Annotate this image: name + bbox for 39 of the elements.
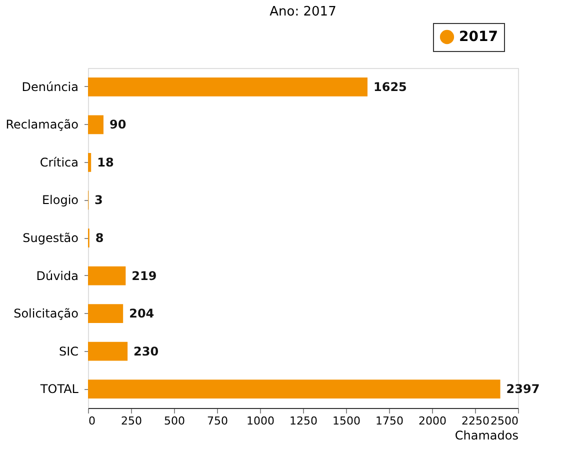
data-label: 90 [109, 118, 126, 132]
data-label: 18 [97, 155, 114, 170]
x-tick-label: 2500 [490, 414, 518, 428]
bar [88, 77, 368, 96]
data-label: 219 [132, 268, 157, 283]
y-tick-label: TOTAL [39, 382, 79, 396]
bar [88, 304, 124, 323]
chart-title: Ano: 2017 [270, 4, 336, 20]
bar [88, 153, 92, 172]
data-label: 2397 [506, 382, 540, 396]
bar [88, 342, 128, 361]
bar [88, 115, 104, 134]
y-tick-label: Sugestão [22, 231, 78, 245]
x-tick-label: 750 [207, 414, 228, 428]
y-tick-label: Elogio [42, 193, 78, 208]
x-tick-label: 250 [121, 414, 142, 428]
data-label: 1625 [374, 80, 407, 94]
x-tick-label: 1750 [376, 414, 404, 428]
data-label: 204 [129, 306, 154, 321]
x-tick-label: 1250 [290, 414, 318, 428]
bar [88, 266, 126, 286]
x-tick-label: 2250 [462, 414, 490, 428]
x-axis-title: Chamados [454, 428, 518, 442]
x-tick-label: 1500 [332, 414, 360, 428]
data-label: 230 [134, 344, 159, 358]
data-label: 8 [95, 231, 104, 245]
x-tick-label: 1000 [246, 414, 274, 428]
x-tick-label: 0 [88, 414, 96, 428]
y-tick-label: Reclamação [6, 118, 78, 132]
y-tick-label: SIC [58, 344, 78, 358]
x-tick-label: 2000 [418, 414, 446, 428]
y-tick-label: Denúncia [22, 80, 78, 94]
x-tick-label: 500 [164, 414, 185, 428]
data-label: 3 [94, 193, 103, 208]
bar [88, 380, 500, 399]
legend-label: 2017 [459, 29, 498, 45]
y-tick-label: Crítica [40, 155, 78, 170]
y-tick-label: Dúvida [36, 268, 78, 283]
y-tick-label: Solicitação [14, 306, 78, 321]
